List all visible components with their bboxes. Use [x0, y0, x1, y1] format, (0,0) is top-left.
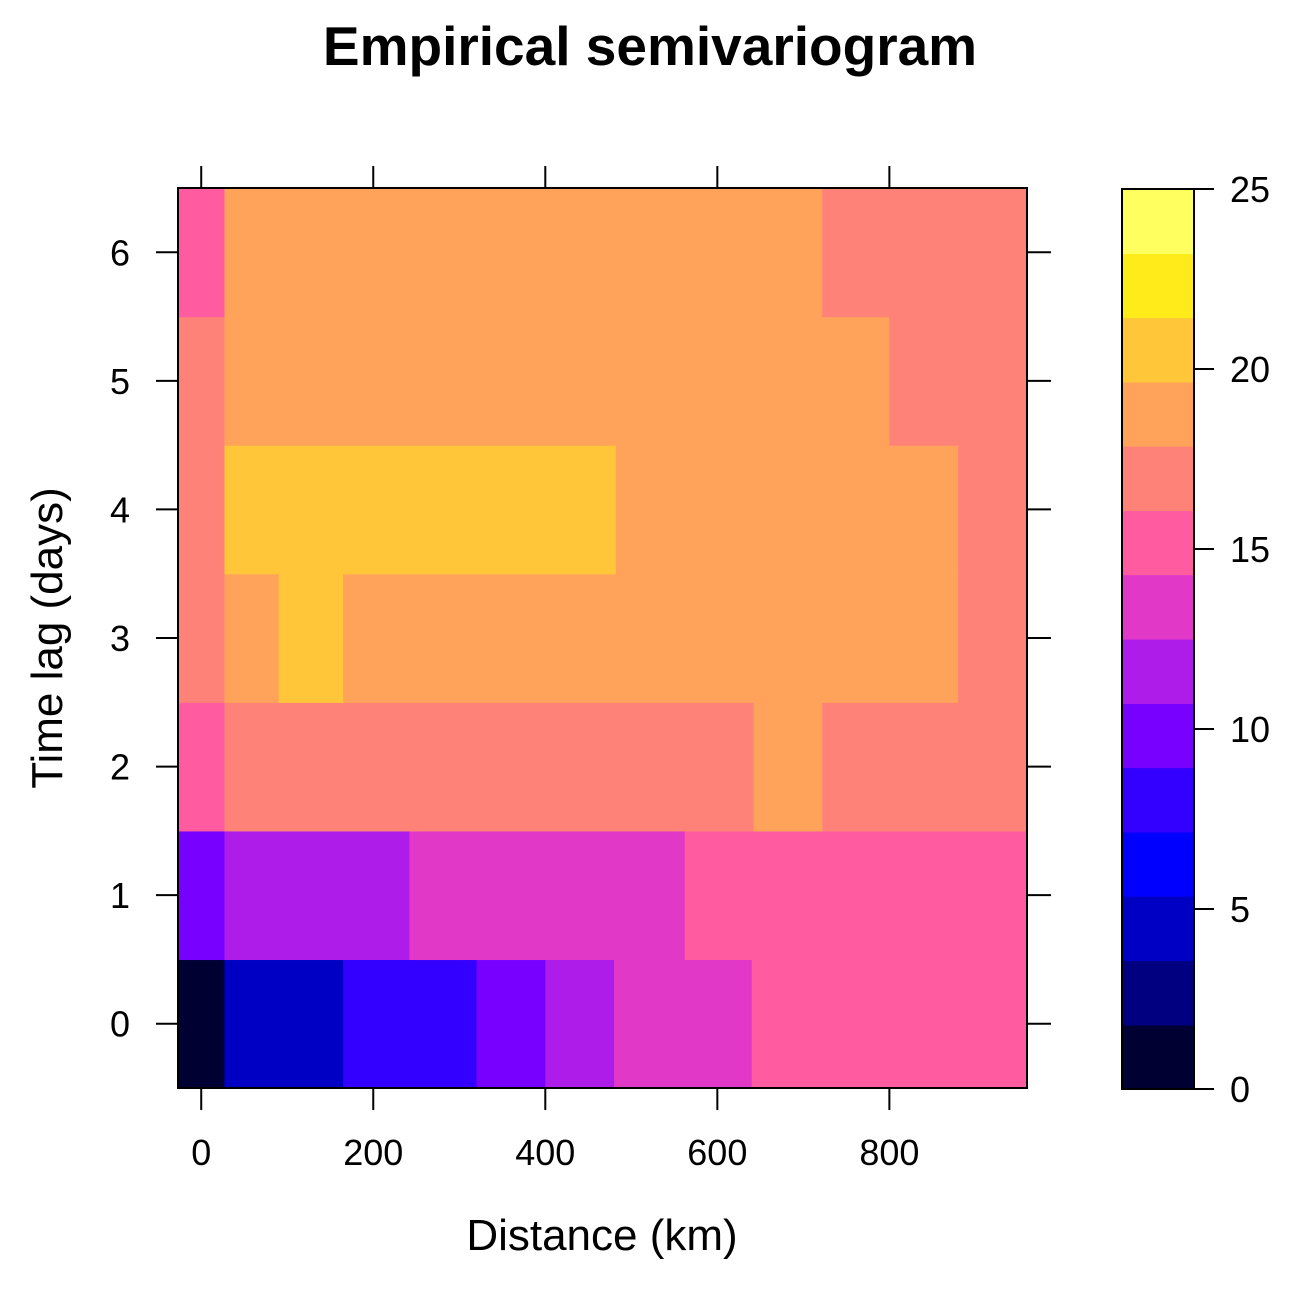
heatmap-cell	[822, 702, 1028, 832]
y-tick-label: 0	[110, 1004, 130, 1045]
heatmap-cell	[958, 445, 1028, 575]
colorbar-bin	[1122, 574, 1194, 640]
heatmap-cell	[753, 702, 823, 832]
colorbar-bin	[1122, 639, 1194, 705]
x-tick-label: 200	[343, 1132, 403, 1173]
colorbar-bin	[1122, 381, 1194, 447]
heatmap-cell	[178, 316, 226, 446]
colorbar-tick-label: 10	[1230, 709, 1270, 750]
x-tick-label: 0	[191, 1132, 211, 1173]
heatmap-cell	[751, 959, 1028, 1089]
heatmap-cell	[409, 830, 686, 961]
y-axis-label: Time lag (days)	[23, 487, 72, 789]
heatmap-cell	[224, 959, 344, 1089]
heatmap-cell	[476, 959, 546, 1089]
y-tick-label: 4	[110, 489, 130, 530]
colorbar-bin	[1122, 189, 1194, 255]
heatmap-cell	[343, 959, 478, 1089]
heatmap-cell	[224, 316, 890, 446]
heatmap-cell	[684, 830, 1028, 961]
colorbar-tick-label: 15	[1230, 529, 1270, 570]
x-tick-label: 800	[859, 1132, 919, 1173]
y-tick-label: 1	[110, 875, 130, 916]
heatmap-cell	[889, 316, 1028, 446]
y-axis: 0 1 2 3 4 5 6	[110, 232, 1051, 1045]
x-tick-label: 600	[687, 1132, 747, 1173]
heatmap-cell	[224, 573, 280, 703]
colorbar-tick-label: 5	[1230, 889, 1250, 930]
colorbar-bin	[1122, 510, 1194, 576]
colorbar-bin	[1122, 317, 1194, 383]
colorbar-bin	[1122, 767, 1194, 833]
heatmap-cell	[615, 445, 959, 575]
x-tick-label: 400	[515, 1132, 575, 1173]
heatmap-cell	[822, 188, 1028, 318]
heatmap-cell	[224, 445, 617, 575]
colorbar-tick-label: 20	[1230, 349, 1270, 390]
chart-title: Empirical semivariogram	[322, 15, 978, 77]
colorbar-frame	[1121, 188, 1195, 1090]
colorbar-bin	[1122, 960, 1194, 1026]
heatmap-cell	[224, 188, 823, 318]
heatmap-cell	[178, 573, 226, 703]
heatmap-cell	[278, 573, 344, 703]
y-tick-label: 2	[110, 747, 130, 788]
heatmap-cell	[178, 702, 226, 832]
heatmap-cell	[958, 573, 1028, 703]
y-tick-label: 6	[110, 232, 130, 273]
y-tick-label: 3	[110, 618, 130, 659]
heatmap-cell	[224, 702, 755, 832]
colorbar: 0 5 10 15 20 25	[1121, 169, 1270, 1110]
heatmap-cell	[178, 959, 226, 1089]
heatmap-cell	[343, 573, 959, 703]
colorbar-bin	[1122, 896, 1194, 962]
colorbar-tick-label: 25	[1230, 169, 1270, 210]
heatmap-cell	[545, 959, 615, 1089]
colorbar-tick-label: 0	[1230, 1069, 1250, 1110]
colorbar-bin	[1122, 253, 1194, 319]
heatmap-cell	[178, 445, 226, 575]
heatmap-cell	[178, 188, 226, 318]
colorbar-bin	[1122, 1024, 1194, 1090]
y-tick-label: 5	[110, 361, 130, 402]
colorbar-bin	[1122, 703, 1194, 769]
x-axis-label: Distance (km)	[466, 1211, 737, 1260]
heatmap-cell	[224, 830, 410, 961]
heatmap-cells	[178, 188, 1028, 1089]
colorbar-bin	[1122, 831, 1194, 897]
colorbar-bin	[1122, 446, 1194, 512]
heatmap-cell	[178, 830, 226, 961]
heatmap-cell	[614, 959, 753, 1089]
x-axis: 0 200 400 600 800	[191, 166, 919, 1173]
